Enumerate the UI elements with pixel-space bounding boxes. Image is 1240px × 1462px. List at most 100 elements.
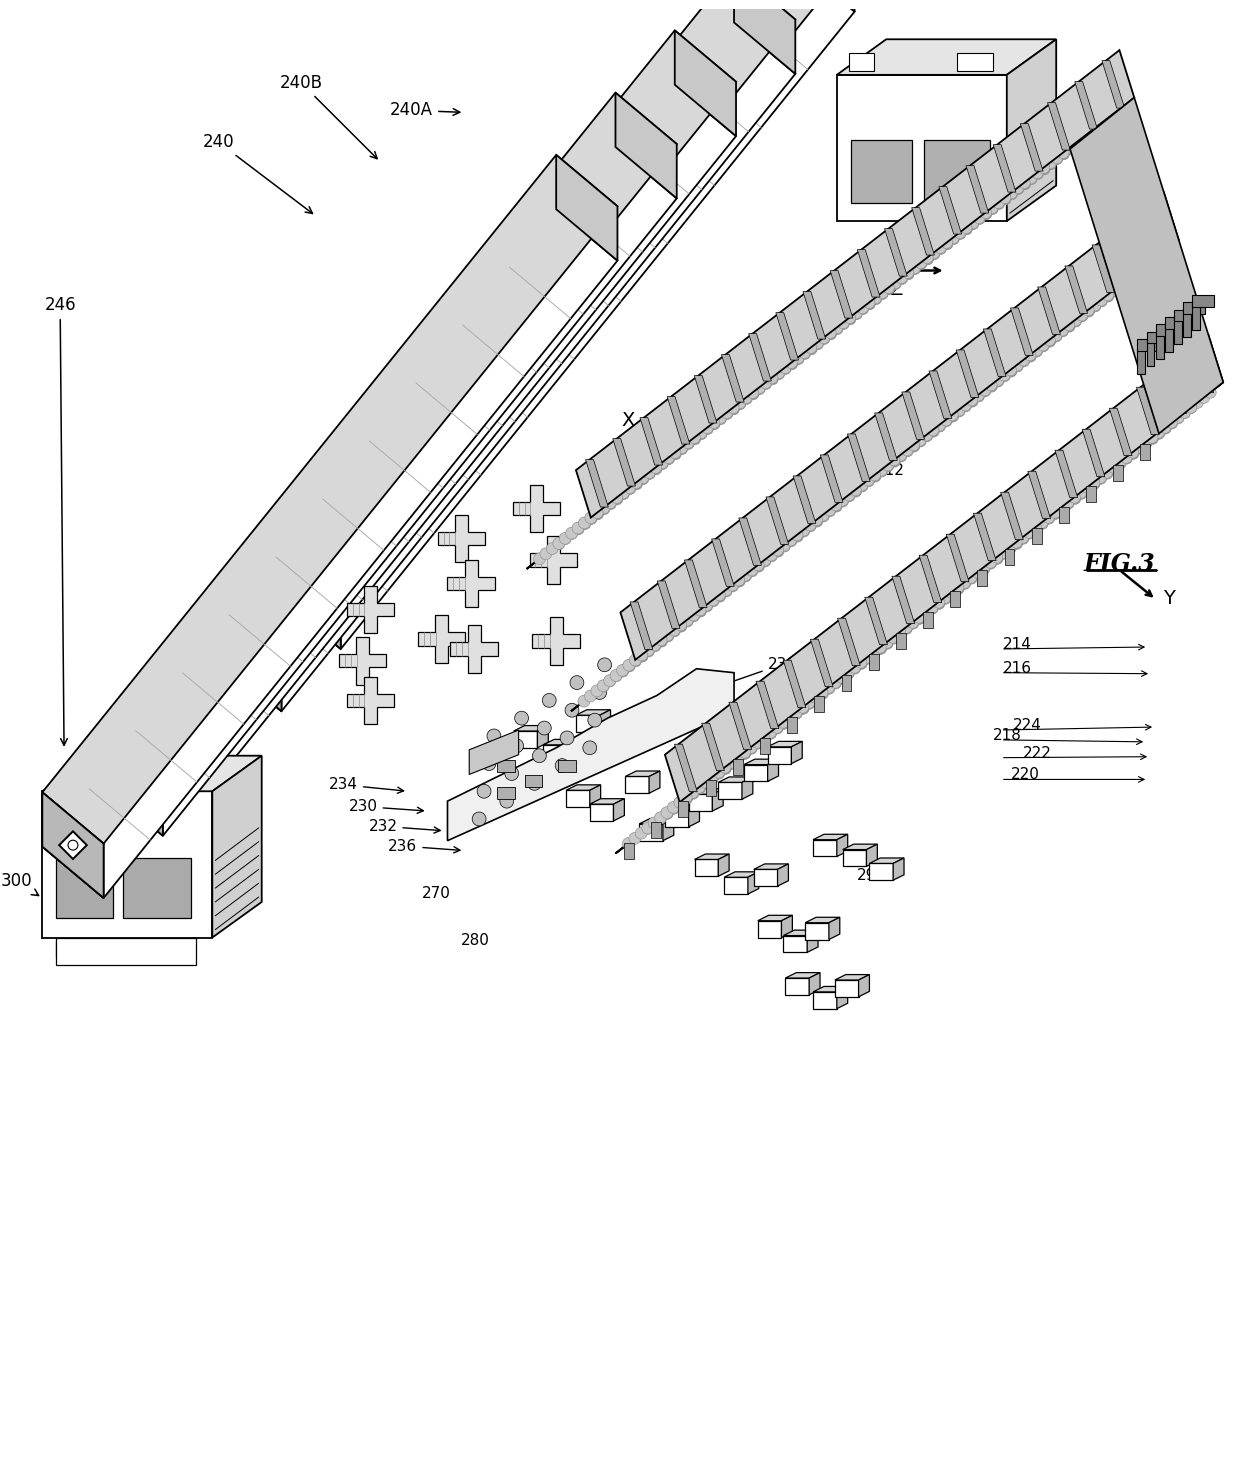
Circle shape — [1011, 360, 1023, 371]
Circle shape — [1024, 349, 1037, 361]
Circle shape — [915, 257, 926, 269]
Circle shape — [1096, 117, 1109, 129]
Circle shape — [1127, 269, 1140, 281]
Circle shape — [681, 792, 692, 804]
Circle shape — [1024, 351, 1037, 363]
Text: 240: 240 — [202, 133, 312, 213]
Circle shape — [487, 730, 501, 743]
Circle shape — [1095, 295, 1107, 307]
Circle shape — [844, 313, 856, 325]
Circle shape — [687, 787, 699, 798]
Polygon shape — [785, 978, 810, 994]
Circle shape — [1052, 152, 1063, 164]
Circle shape — [604, 675, 616, 687]
Polygon shape — [615, 92, 677, 199]
Circle shape — [883, 284, 895, 295]
Circle shape — [573, 523, 584, 535]
Polygon shape — [339, 637, 386, 684]
Circle shape — [999, 193, 1011, 205]
Polygon shape — [805, 917, 839, 923]
Circle shape — [773, 367, 785, 379]
Circle shape — [805, 520, 816, 532]
Polygon shape — [754, 864, 789, 870]
Polygon shape — [923, 613, 932, 627]
Circle shape — [797, 702, 808, 713]
Polygon shape — [102, 730, 162, 836]
Circle shape — [863, 298, 875, 310]
Circle shape — [246, 654, 255, 664]
Polygon shape — [694, 860, 718, 876]
Circle shape — [894, 626, 905, 637]
Polygon shape — [702, 724, 724, 770]
Circle shape — [932, 598, 945, 610]
Circle shape — [670, 447, 681, 459]
Circle shape — [754, 383, 765, 395]
Circle shape — [777, 716, 789, 728]
Polygon shape — [744, 759, 779, 765]
Circle shape — [734, 398, 745, 409]
Circle shape — [1133, 443, 1146, 455]
Circle shape — [751, 737, 764, 749]
Circle shape — [926, 601, 937, 613]
Circle shape — [941, 237, 952, 249]
Circle shape — [1032, 167, 1043, 178]
Circle shape — [811, 515, 822, 526]
Circle shape — [1083, 304, 1094, 316]
Circle shape — [973, 212, 985, 224]
Polygon shape — [1070, 98, 1223, 434]
Polygon shape — [977, 570, 987, 586]
Circle shape — [818, 332, 830, 344]
Circle shape — [986, 202, 998, 213]
Polygon shape — [688, 804, 699, 827]
Circle shape — [477, 784, 491, 798]
Circle shape — [655, 811, 666, 823]
Polygon shape — [869, 654, 879, 670]
Circle shape — [837, 496, 848, 507]
Polygon shape — [1147, 332, 1168, 344]
Circle shape — [900, 621, 913, 633]
Circle shape — [618, 487, 629, 499]
Text: Y: Y — [1163, 589, 1174, 608]
Circle shape — [920, 430, 932, 442]
Polygon shape — [892, 576, 915, 624]
Circle shape — [1037, 518, 1048, 529]
Polygon shape — [724, 877, 748, 895]
Polygon shape — [513, 725, 548, 731]
Text: X: X — [621, 411, 635, 430]
Text: 264: 264 — [205, 766, 233, 781]
Circle shape — [811, 338, 823, 349]
Circle shape — [708, 418, 720, 430]
Circle shape — [1083, 306, 1095, 317]
Circle shape — [1011, 538, 1023, 550]
Circle shape — [694, 604, 706, 617]
Circle shape — [797, 702, 808, 713]
Circle shape — [934, 420, 946, 431]
Circle shape — [629, 832, 641, 844]
Circle shape — [790, 706, 802, 718]
Circle shape — [688, 433, 701, 444]
Polygon shape — [821, 455, 843, 503]
Circle shape — [1043, 512, 1055, 525]
Polygon shape — [667, 396, 689, 444]
Circle shape — [727, 402, 739, 414]
Circle shape — [604, 674, 615, 687]
Circle shape — [1095, 472, 1106, 484]
Circle shape — [1030, 522, 1042, 535]
Circle shape — [624, 482, 636, 494]
Circle shape — [805, 519, 816, 531]
Circle shape — [869, 471, 880, 482]
Circle shape — [591, 507, 603, 519]
Polygon shape — [469, 730, 518, 775]
Circle shape — [636, 649, 649, 662]
Circle shape — [831, 500, 842, 512]
Polygon shape — [296, 582, 324, 610]
Circle shape — [1063, 320, 1075, 332]
Polygon shape — [221, 0, 795, 656]
Polygon shape — [615, 382, 1223, 854]
Circle shape — [1101, 466, 1112, 478]
Polygon shape — [815, 696, 825, 712]
Text: 224: 224 — [1013, 718, 1042, 732]
Circle shape — [874, 642, 887, 654]
Circle shape — [610, 670, 622, 681]
Circle shape — [851, 307, 862, 319]
